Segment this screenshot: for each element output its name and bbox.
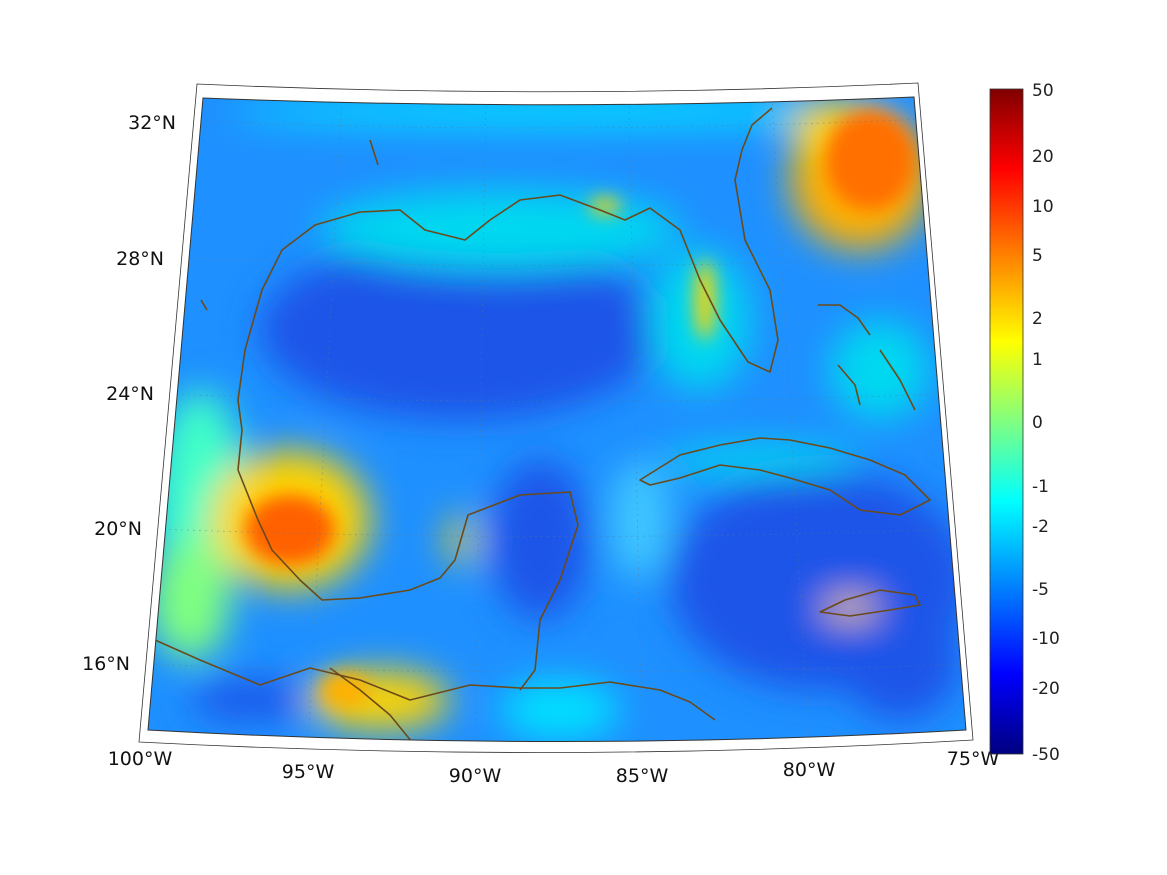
lat-label-28n: 28°N [116, 248, 164, 270]
lon-label-95w: 95°W [282, 761, 335, 783]
lon-label-85w: 85°W [616, 765, 669, 787]
lon-label-90w: 90°W [449, 765, 502, 787]
colorbar-label-0: 0 [1032, 413, 1043, 433]
colorbar-label-1: 1 [1032, 350, 1043, 370]
colorbar-label-neg10: -10 [1032, 629, 1060, 649]
colorbar-label-20: 20 [1032, 147, 1054, 167]
colorbar-label-10: 10 [1032, 197, 1054, 217]
colorbar: 50 20 10 5 2 1 0 -1 -2 -5 -10 -20 -50 [989, 81, 1060, 765]
colorbar-label-neg1: -1 [1032, 477, 1049, 497]
colorbar-gradient [989, 88, 1024, 755]
lon-label-100w: 100°W [108, 748, 173, 770]
colorbar-label-2: 2 [1032, 309, 1043, 329]
map-frame-inner [147, 96, 967, 742]
lat-label-24n: 24°N [106, 383, 154, 405]
lat-label-16n: 16°N [82, 653, 130, 675]
colorbar-label-neg2: -2 [1032, 517, 1049, 537]
colorbar-label-5: 5 [1032, 246, 1043, 266]
colorbar-label-neg20: -20 [1032, 679, 1060, 699]
lat-label-20n: 20°N [94, 518, 142, 540]
colorbar-label-50: 50 [1032, 81, 1054, 101]
colorbar-label-neg50: -50 [1032, 745, 1060, 765]
field-layer [148, 97, 966, 742]
latitude-labels: 32°N 28°N 24°N 20°N 16°N [82, 112, 176, 675]
colorbar-label-neg5: -5 [1032, 580, 1049, 600]
lon-label-80w: 80°W [783, 759, 836, 781]
coastlines [154, 107, 931, 742]
lon-label-75w: 75°W [947, 748, 1000, 770]
longitude-labels: 100°W 95°W 90°W 85°W 80°W 75°W [108, 748, 1000, 787]
lat-label-32n: 32°N [128, 112, 176, 134]
graticule [148, 97, 966, 742]
